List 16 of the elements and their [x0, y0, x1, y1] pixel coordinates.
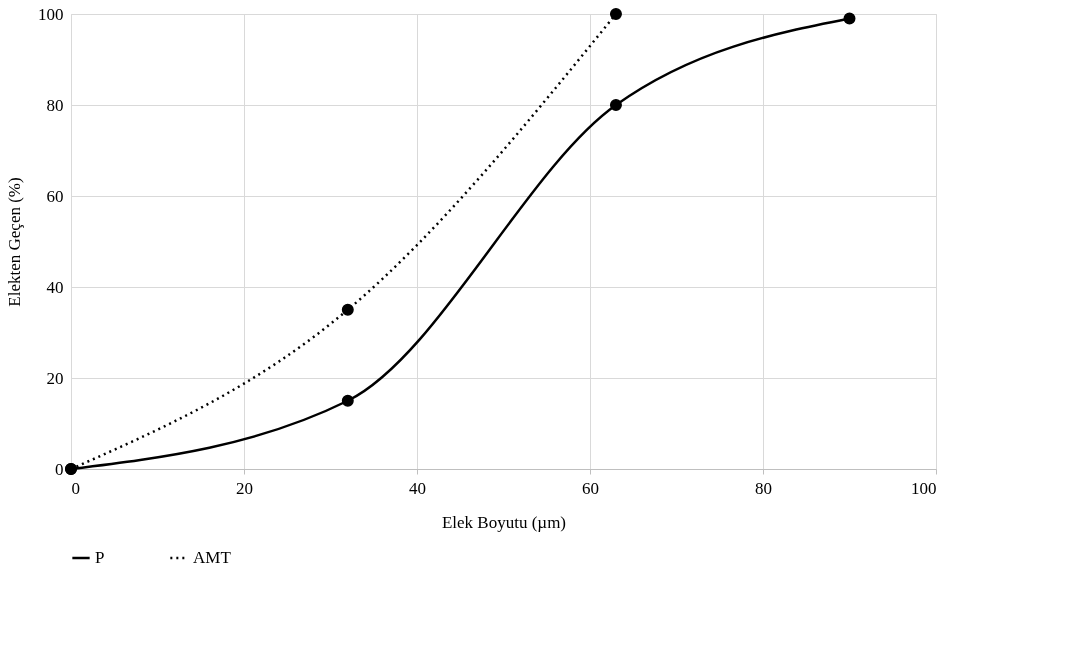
- x-tick-label: 60: [582, 478, 599, 498]
- y-tick-label: 80: [46, 95, 64, 115]
- x-tick-label: 80: [755, 478, 772, 498]
- x-tick-label: 0: [71, 478, 80, 498]
- y-tick-label: 0: [55, 459, 64, 479]
- legend-label: P: [95, 548, 105, 567]
- x-axis-title: Elek Boyutu (µm): [441, 512, 567, 532]
- y-tick-label: 100: [38, 4, 64, 24]
- y-tick-label: 40: [46, 277, 64, 297]
- y-tick-label: 20: [46, 368, 64, 388]
- y-axis-title: Elekten Geçen (%): [5, 177, 24, 307]
- x-tick-label: 40: [409, 478, 426, 498]
- legend-label: AMT: [193, 548, 232, 567]
- y-tick-label: 60: [46, 186, 64, 206]
- x-tick-label: 20: [236, 478, 253, 498]
- x-tick-label: 100: [911, 478, 937, 498]
